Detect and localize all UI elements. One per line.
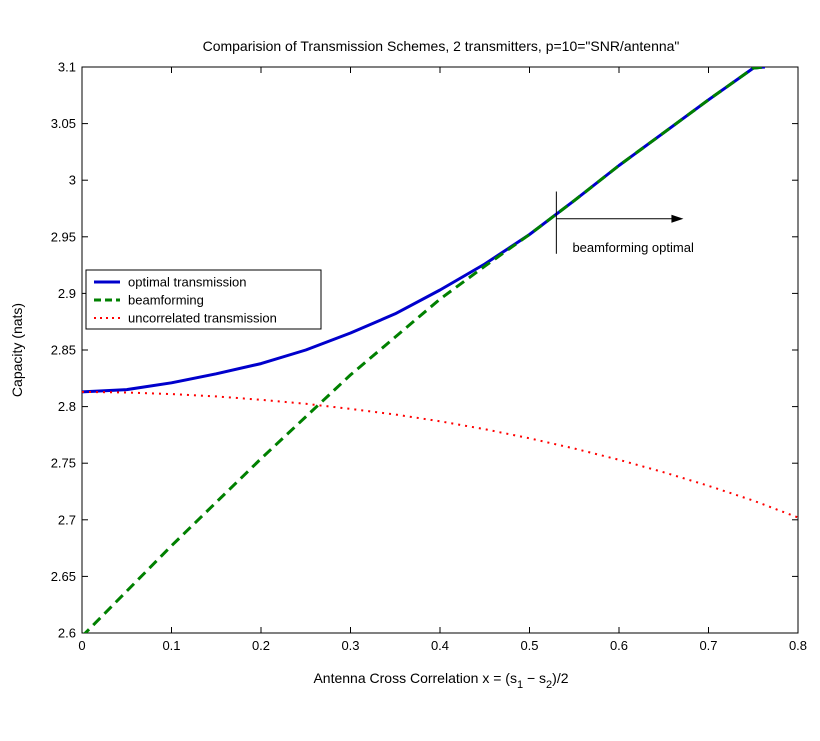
x-tick-label: 0.6 (610, 638, 628, 653)
series-line-uncorrelated-transmission (82, 390, 798, 519)
y-tick-label: 2.65 (51, 569, 76, 584)
x-tick-label: 0.4 (431, 638, 449, 653)
x-axis-label-part: Antenna Cross Correlation x = (s (313, 670, 516, 686)
x-tick-label: 0.8 (789, 638, 807, 653)
y-tick-label: 2.6 (58, 626, 76, 641)
legend-label: uncorrelated transmission (128, 311, 277, 326)
plot-area: 0 0.1 0.2 0.3 0.4 0.5 0.6 0.7 0.8 2.6 2.65 2.7 2.75 2… (51, 60, 807, 654)
x-axis-label-subscript: 1 (517, 679, 523, 691)
chart-title: Comparision of Transmission Schemes, 2 t… (203, 38, 680, 54)
y-tick-label: 3 (69, 173, 76, 188)
y-axis-label: Capacity (nats) (9, 303, 25, 397)
x-tick-label: 0.5 (520, 638, 538, 653)
legend: optimal transmission beamforming uncorrela… (85, 269, 322, 330)
x-tick-label: 0 (78, 638, 85, 653)
legend-label: beamforming (128, 293, 204, 308)
legend-box (85, 269, 322, 330)
series-line-beamforming (83, 67, 766, 633)
x-axis-label: Antenna Cross Correlation x = (s1 − s2)/… (313, 670, 568, 691)
y-tick-label: 3.1 (58, 60, 76, 75)
y-tick-label: 2.8 (58, 399, 76, 414)
y-tick-label: 2.9 (58, 286, 76, 301)
y-tick-label: 2.75 (51, 456, 76, 471)
annotation-arrow-head (671, 214, 684, 223)
annotation-label: beamforming optimal (572, 240, 693, 255)
x-tick-label: 0.7 (699, 638, 717, 653)
x-tick-label: 0.1 (162, 638, 180, 653)
y-tick-label: 3.05 (51, 116, 76, 131)
legend-label: optimal transmission (128, 275, 247, 290)
series-line-optimal-transmission (82, 67, 766, 394)
x-axis-label-subscript: 2 (546, 679, 552, 691)
y-tick-label: 2.7 (58, 512, 76, 527)
x-tick-label: 0.2 (252, 638, 270, 653)
y-tick-label: 2.95 (51, 229, 76, 244)
x-tick-label: 0.3 (341, 638, 359, 653)
y-tick-label: 2.85 (51, 343, 76, 358)
x-axis-label-part: − s (523, 670, 546, 686)
x-axis-label-part: )/2 (552, 670, 569, 686)
